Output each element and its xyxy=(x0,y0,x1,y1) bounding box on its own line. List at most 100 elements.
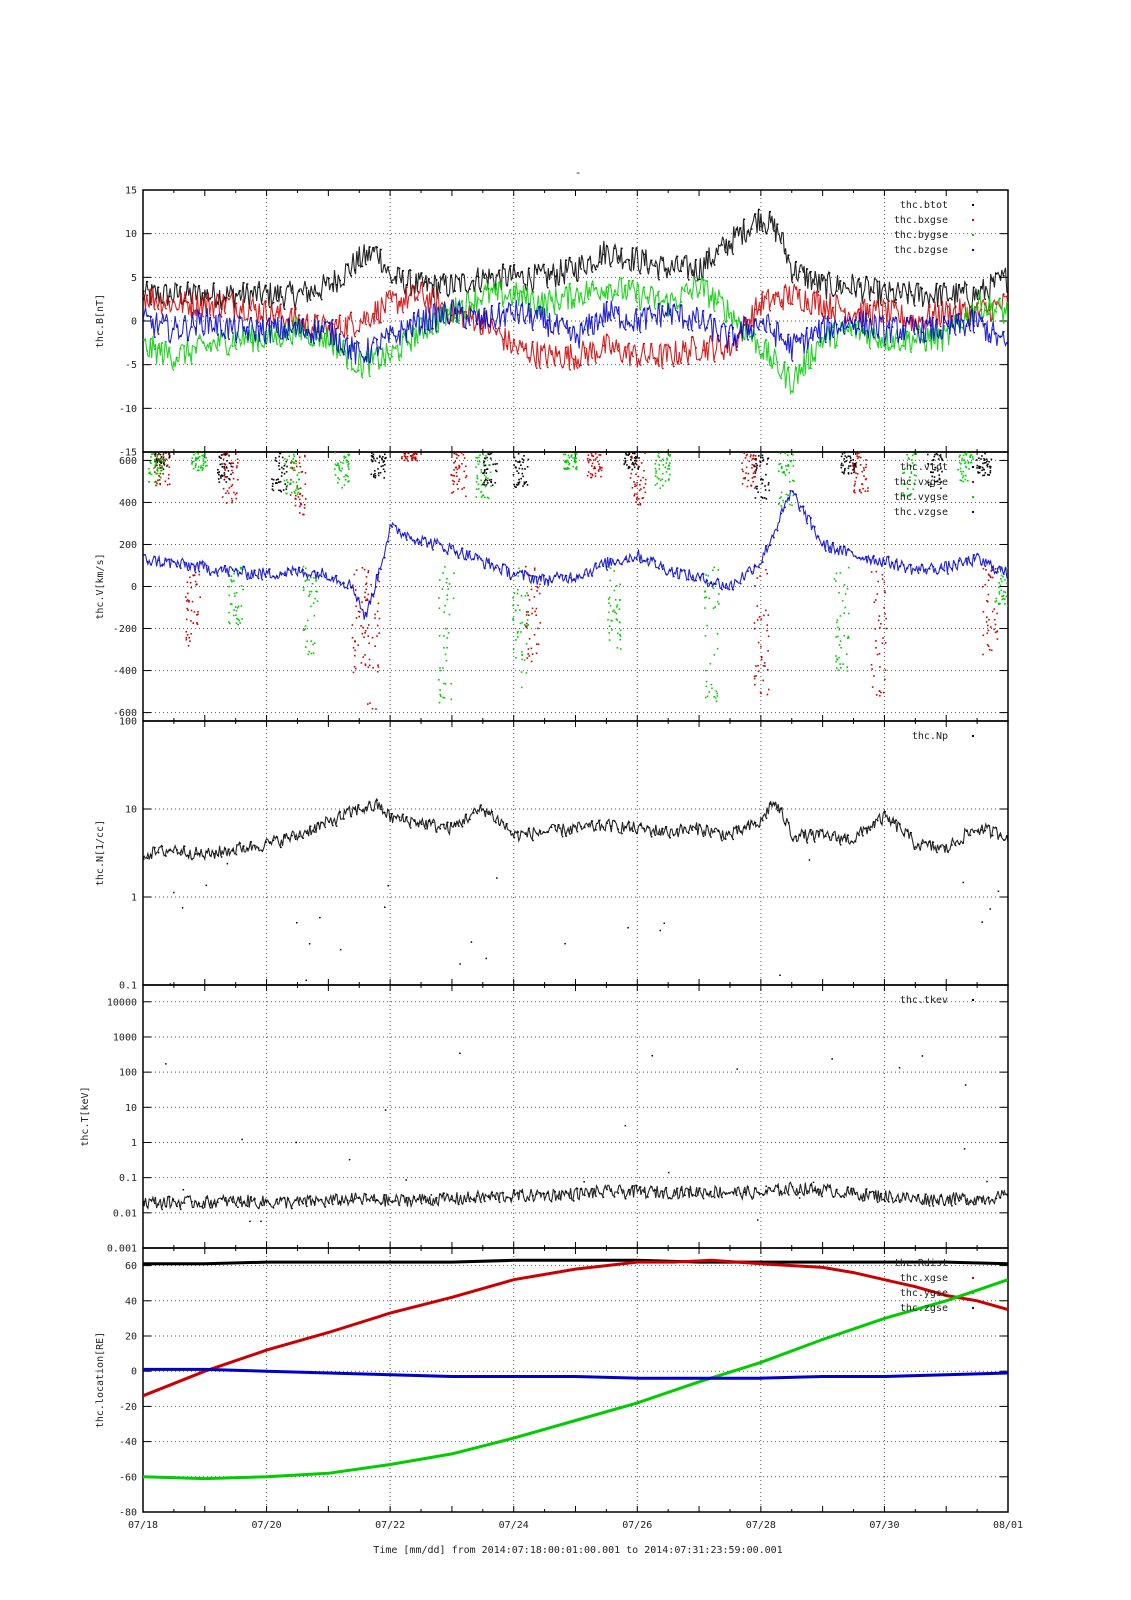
data-point xyxy=(218,481,221,483)
data-point xyxy=(447,553,449,555)
data-point xyxy=(254,1198,256,1200)
data-point xyxy=(525,565,527,568)
data-point xyxy=(457,454,460,457)
data-point xyxy=(906,454,908,456)
data-point xyxy=(658,833,660,836)
data-point xyxy=(624,459,627,462)
data-point xyxy=(384,457,386,460)
data-point xyxy=(875,640,877,642)
data-point xyxy=(806,308,809,311)
data-point xyxy=(364,654,366,656)
data-point xyxy=(611,629,613,631)
data-point xyxy=(495,821,497,824)
data-point xyxy=(168,466,171,468)
data-point xyxy=(309,1195,312,1197)
data-point xyxy=(370,583,372,586)
data-point xyxy=(162,456,165,458)
data-point xyxy=(584,301,586,304)
data-point xyxy=(635,456,637,458)
data-point xyxy=(156,454,159,456)
data-point xyxy=(570,454,573,456)
data-point xyxy=(660,460,662,462)
data-point xyxy=(615,612,618,615)
data-point xyxy=(828,321,831,324)
data-point xyxy=(280,286,282,288)
data-point xyxy=(517,292,519,295)
data-point xyxy=(624,457,626,460)
data-point xyxy=(969,454,972,457)
data-point xyxy=(450,698,453,701)
data-point xyxy=(853,485,856,487)
data-point xyxy=(302,586,305,589)
data-point xyxy=(825,550,827,552)
data-point xyxy=(313,614,316,617)
data-point xyxy=(195,463,197,465)
data-point xyxy=(831,1058,833,1060)
data-point xyxy=(587,259,590,261)
data-point xyxy=(308,579,310,581)
data-point xyxy=(295,308,297,311)
data-point xyxy=(243,566,245,568)
data-point xyxy=(589,458,591,461)
data-point xyxy=(496,463,498,465)
data-point xyxy=(792,494,795,497)
data-point xyxy=(943,325,946,327)
data-point xyxy=(469,288,471,290)
data-point xyxy=(298,319,301,321)
data-point xyxy=(633,457,636,459)
data-point xyxy=(766,463,768,465)
data-point xyxy=(972,458,974,460)
data-point xyxy=(194,466,197,468)
data-point xyxy=(167,477,170,480)
data-point xyxy=(996,630,999,632)
data-point xyxy=(484,567,486,570)
data-point xyxy=(798,1197,801,1199)
data-point xyxy=(599,261,601,263)
data-point xyxy=(517,453,520,455)
data-point xyxy=(430,1194,433,1196)
data-point xyxy=(983,457,985,460)
data-point xyxy=(994,623,997,626)
data-point xyxy=(391,526,393,528)
data-point xyxy=(1003,275,1005,277)
data-point xyxy=(666,457,668,460)
data-point xyxy=(874,628,876,630)
data-point xyxy=(197,613,199,616)
legend: thc.Np xyxy=(912,731,974,742)
data-point xyxy=(239,622,241,624)
data-point xyxy=(643,1191,645,1193)
data-point xyxy=(930,471,932,473)
data-point xyxy=(407,460,409,462)
data-point xyxy=(536,367,538,369)
data-point xyxy=(574,460,576,462)
data-point xyxy=(146,280,149,283)
data-point xyxy=(157,467,159,469)
data-point xyxy=(710,836,712,838)
data-point xyxy=(644,491,647,494)
data-point xyxy=(895,302,897,304)
data-point xyxy=(961,459,963,461)
data-point xyxy=(217,334,219,336)
data-point xyxy=(521,653,523,656)
data-point xyxy=(676,828,679,830)
data-point xyxy=(783,470,785,473)
data-point xyxy=(198,469,200,472)
series-trace xyxy=(143,490,1008,620)
data-point xyxy=(810,367,812,370)
data-point xyxy=(491,288,493,290)
data-point xyxy=(587,461,590,464)
data-point xyxy=(785,493,788,496)
data-point xyxy=(320,822,323,824)
data-point xyxy=(991,576,994,579)
data-point xyxy=(643,486,645,489)
data-point xyxy=(226,490,229,492)
data-point xyxy=(261,1204,264,1207)
data-point xyxy=(564,460,567,462)
data-point xyxy=(476,1195,479,1197)
y-axis-title: thc.N[1/cc] xyxy=(95,820,106,886)
data-point xyxy=(201,454,203,457)
data-point xyxy=(708,691,710,693)
data-point xyxy=(995,1197,998,1200)
data-point xyxy=(647,1196,649,1198)
data-point xyxy=(595,362,597,364)
